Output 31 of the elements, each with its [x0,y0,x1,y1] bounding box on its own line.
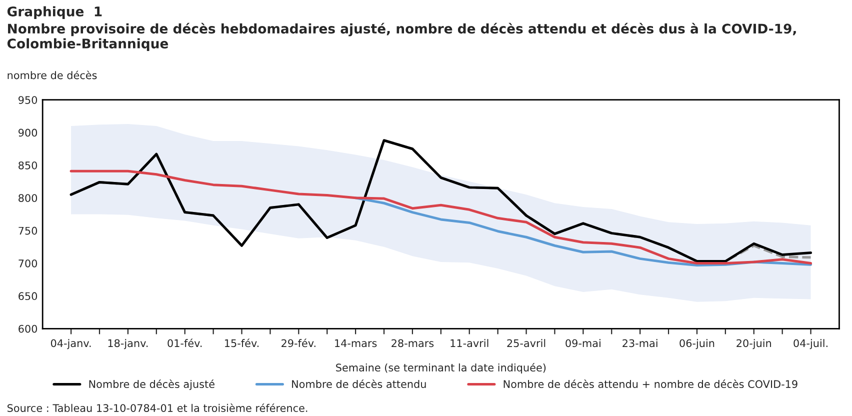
y-tick-label: 750 [18,226,38,235]
x-tick-label: 28-mars [392,339,434,348]
x-tick-label: 14-mars [335,339,377,348]
x-tick-label: 11-avril [450,339,488,348]
y-tick-label: 950 [18,96,38,104]
x-tick-label: 20-juin [736,339,771,350]
x-axis-title: Semaine (se terminant la date indiquée) [336,363,546,374]
x-tick-label: 04-juil. [794,339,828,350]
legend-label: Nombre de décès attendu [292,380,426,388]
y-tick-label: 900 [18,128,38,137]
source-note: Source : Tableau 13-10-0784-01 et la troisième référence. [8,404,308,412]
y-tick-label: 700 [18,259,38,268]
x-tick-label: 23-mai [622,339,658,348]
y-tick-label: 600 [18,324,38,333]
legend-label: Nombre de décès ajusté [89,380,214,390]
y-tick-label: 800 [18,194,38,202]
x-tick-label: 09-mai [566,339,600,348]
x-tick-label: 15-fév. [225,338,259,348]
chart-title: Graphique 1 [7,6,102,20]
x-tick-label: 04-janv. [50,339,91,350]
y-tick-label: 850 [18,161,38,170]
x-tick-label: 25-avril [507,339,546,348]
y-tick-label: 650 [18,292,38,300]
chart-subtitle: Nombre provisoire de décès hebdomadaires ajusté, nombre de décès attendu et décès dus à la COVID-19, Colombie-Britannique [7,22,796,52]
x-tick-label: 06-juin [680,339,714,350]
x-tick-label: 01-fév. [168,338,202,348]
line-series [70,170,812,265]
legend-label: Nombre de décès attendu + nombre de décès COVID-19 [504,380,798,388]
y-axis-title: nombre de décès [8,70,97,80]
x-tick-label: 29-fév. [282,338,316,348]
x-tick-label: 18-janv. [108,339,148,350]
